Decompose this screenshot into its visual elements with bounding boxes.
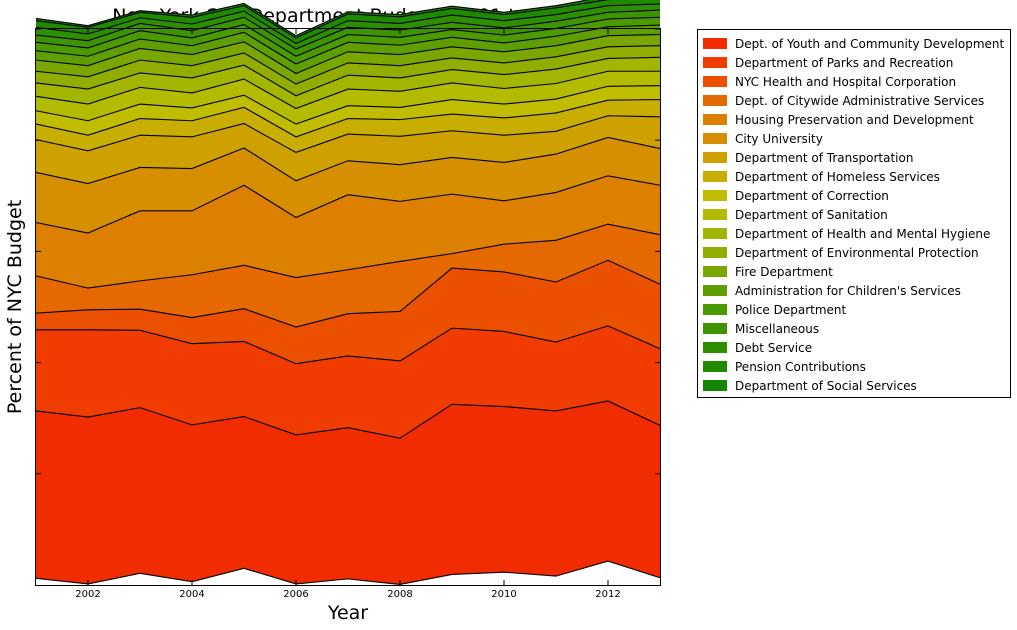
legend-label-dept-of-youth-and-community-development: Dept. of Youth and Community Development — [735, 37, 1004, 51]
area-city-university — [36, 137, 660, 234]
boundary-line-19 — [35, 0, 591, 37]
legend-frame — [697, 29, 1011, 398]
legend-label-miscellaneous: Miscellaneous — [735, 322, 819, 336]
boundary-line-16 — [35, 9, 661, 50]
x-tick-label: 2010 — [491, 589, 516, 600]
legend-label-department-of-health-and-mental-hygiene: Department of Health and Mental Hygiene — [735, 227, 990, 241]
x-axis-label: Year — [327, 602, 368, 624]
legend-swatch-department-of-parks-and-recreation — [703, 57, 727, 68]
area-miscellaneous — [36, 10, 660, 57]
x-tick-label: 2012 — [595, 589, 620, 600]
legend-swatch-department-of-environmental-protection — [703, 247, 727, 258]
legend-label-debt-service: Debt Service — [735, 341, 812, 355]
boundary-line-2 — [36, 325, 661, 365]
legend-label-nyc-health-and-hospital-corporation: NYC Health and Hospital Corporation — [735, 75, 956, 89]
legend-label-police-department: Police Department — [735, 303, 847, 317]
boundary-line-10 — [35, 70, 660, 110]
legend-label-department-of-homeless-services: Department of Homeless Services — [735, 170, 940, 184]
legend-label-department-of-correction: Department of Correction — [735, 189, 889, 203]
legend-swatch-miscellaneous — [703, 323, 727, 334]
x-tick-label: 2004 — [179, 589, 204, 600]
legend-label-department-of-social-services: Department of Social Services — [735, 379, 917, 393]
boundary-line-11 — [35, 56, 661, 97]
x-tick-label: 2008 — [387, 589, 412, 600]
boundary-line-4 — [35, 223, 661, 289]
legend-label-fire-department: Fire Department — [735, 265, 833, 279]
legend-swatch-police-department — [703, 304, 727, 315]
boundary-line-8 — [35, 99, 661, 138]
legend-swatch-department-of-transportation — [703, 152, 727, 163]
legend-swatch-debt-service — [703, 342, 727, 353]
legend-label-department-of-environmental-protection: Department of Environmental Protection — [735, 246, 979, 260]
legend-swatch-dept-of-youth-and-community-development — [703, 38, 727, 49]
boundary-line-5 — [35, 175, 661, 234]
boundary-line-14 — [35, 24, 661, 65]
area-department-of-health-and-mental-hygiene — [36, 57, 660, 109]
area-department-of-transportation — [36, 115, 660, 184]
legend-swatch-dept-of-citywide-administrative-services — [703, 95, 727, 106]
legend-swatch-housing-preservation-and-development — [703, 114, 727, 125]
axis-ticks: 2002 2004 2006 2008 2010 2012 — [36, 28, 660, 600]
area-dept-of-youth-and-community-development — [36, 400, 660, 585]
boundary-line-1 — [35, 400, 661, 439]
area-nyc-health-and-hospital-corporation — [36, 260, 660, 364]
area-housing-preservation-and-development — [36, 175, 660, 289]
area-dept-of-citywide-administrative-services — [36, 224, 660, 328]
area-administration-for-children-s-services — [36, 25, 660, 74]
y-axis-label: Percent of NYC Budget — [4, 200, 26, 414]
legend-swatch-nyc-health-and-hospital-corporation — [703, 76, 727, 87]
legend-label-department-of-sanitation: Department of Sanitation — [735, 208, 888, 222]
boundary-line-6 — [35, 136, 661, 185]
boundary-line-9 — [35, 85, 661, 125]
boundary-line-17 — [35, 3, 661, 45]
legend-label-department-of-parks-and-recreation: Department of Parks and Recreation — [735, 56, 953, 70]
boundary-line-18 — [35, 0, 616, 39]
legend-label-dept-of-citywide-administrative-services: Dept. of Citywide Administrative Service… — [735, 94, 984, 108]
area-department-of-parks-and-recreation — [36, 325, 660, 439]
area-debt-service — [36, 3, 660, 50]
area-fire-department — [36, 34, 660, 85]
area-department-of-correction — [36, 85, 660, 137]
x-tick-label: 2006 — [283, 589, 308, 600]
boundary-line-7 — [35, 115, 661, 154]
legend-swatch-department-of-sanitation — [703, 209, 727, 220]
legend: Dept. of Youth and Community Development… — [697, 29, 1011, 398]
area-department-of-homeless-services — [36, 99, 660, 153]
legend-swatch-department-of-health-and-mental-hygiene — [703, 228, 727, 239]
boundary-line-12 — [35, 45, 661, 85]
area-department-of-sanitation — [36, 71, 660, 125]
legend-swatch-fire-department — [703, 266, 727, 277]
legend-swatch-department-of-correction — [703, 190, 727, 201]
legend-swatch-administration-for-children-s-services — [703, 285, 727, 296]
legend-swatch-department-of-homeless-services — [703, 171, 727, 182]
legend-label-department-of-transportation: Department of Transportation — [735, 151, 913, 165]
boundary-line-0 — [35, 560, 661, 585]
legend-label-pension-contributions: Pension Contributions — [735, 360, 866, 374]
boundary-line-13 — [35, 34, 661, 75]
legend-label-housing-preservation-and-development: Housing Preservation and Development — [735, 113, 974, 127]
legend-label-city-university: City University — [735, 132, 823, 146]
areas-layer — [36, 0, 660, 585]
x-tick-label: 2002 — [75, 589, 100, 600]
legend-swatch-pension-contributions — [703, 361, 727, 372]
legend-swatch-department-of-social-services — [703, 380, 727, 391]
series-lines — [35, 0, 661, 585]
area-police-department — [36, 17, 660, 65]
legend-items: Dept. of Youth and Community Development… — [703, 37, 1004, 393]
legend-swatch-city-university — [703, 133, 727, 144]
area-department-of-environmental-protection — [36, 45, 660, 96]
legend-label-administration-for-children-s-services: Administration for Children's Services — [735, 284, 961, 298]
area-pension-contributions — [36, 0, 660, 44]
plot-frame — [35, 28, 661, 586]
boundary-line-3 — [35, 259, 661, 328]
